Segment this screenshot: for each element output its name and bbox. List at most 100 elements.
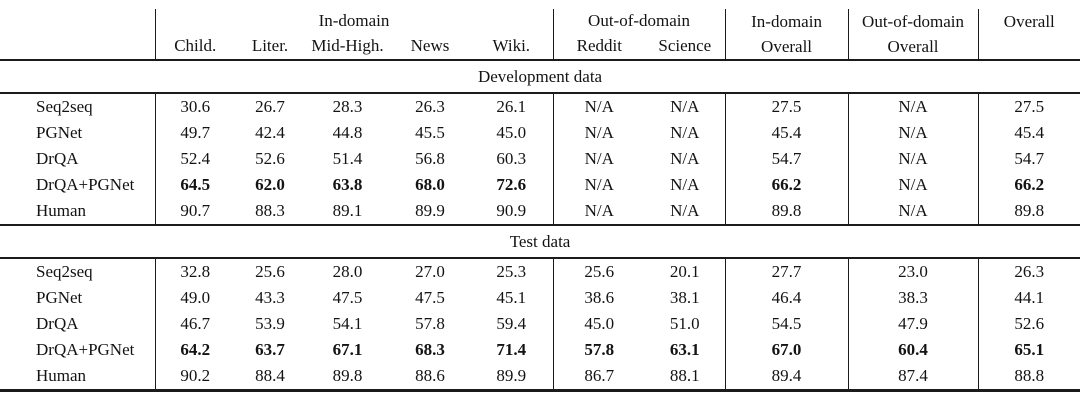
table-row: PGNet 49.7 42.4 44.8 45.5 45.0 N/A N/A 45.4 N/A 45… — [0, 120, 1080, 146]
value-cell: 57.8 — [584, 340, 615, 359]
value-cell: 90.2 — [180, 366, 211, 385]
value-cell: 88.4 — [255, 366, 285, 385]
model-column-header-empty — [0, 9, 156, 60]
value-cell: 64.5 — [180, 175, 211, 194]
value-cell: 25.3 — [470, 258, 554, 285]
value-cell: 52.6 — [255, 149, 285, 168]
model-label: Human — [0, 198, 156, 225]
value-cell: 38.3 — [848, 285, 979, 311]
table-row: Human 90.7 88.3 89.1 89.9 90.9 N/A N/A 89.8 N/A 89… — [0, 198, 1080, 225]
value-cell: 90.7 — [180, 201, 211, 220]
model-label: DrQA — [0, 311, 156, 337]
value-cell: 66.2 — [1014, 175, 1045, 194]
value-cell: 28.0 — [332, 262, 363, 281]
value-cell: N/A — [848, 172, 979, 198]
table-row: DrQA 46.7 53.9 54.1 57.8 59.4 45.0 51.0 54.5 47.9… — [0, 311, 1080, 337]
table-row: Seq2seq 32.8 25.6 28.0 27.0 25.3 25.6 20.1 27.7 2… — [0, 258, 1080, 285]
value-cell: 54.1 — [332, 314, 363, 333]
value-cell: 26.3 — [415, 97, 445, 116]
table-row: PGNet 49.0 43.3 47.5 47.5 45.1 38.6 38.1 46.4 38.… — [0, 285, 1080, 311]
group-header-out-of-domain: Out-of-domain — [553, 9, 726, 33]
model-label: DrQA+PGNet — [0, 172, 156, 198]
model-label: Seq2seq — [0, 93, 156, 120]
value-cell: 46.4 — [725, 285, 849, 311]
value-cell: N/A — [584, 97, 614, 116]
table-row: DrQA 52.4 52.6 51.4 56.8 60.3 N/A N/A 54.7 N/A 54.… — [0, 146, 1080, 172]
value-cell: 42.4 — [255, 123, 285, 142]
section-title: Test data — [0, 224, 1080, 259]
value-cell: 57.8 — [415, 314, 445, 333]
value-cell: 26.3 — [1014, 262, 1045, 281]
value-cell: 44.1 — [1014, 288, 1045, 307]
section-band-row: Development data — [0, 59, 1080, 94]
value-cell: 89.8 — [1014, 201, 1045, 220]
table-row: DrQA+PGNet 64.5 62.0 63.8 68.0 72.6 N/A N/A 66.2… — [0, 172, 1080, 198]
value-cell: 45.4 — [725, 120, 849, 146]
value-cell: N/A — [848, 198, 979, 225]
value-cell: 64.2 — [180, 340, 211, 359]
value-cell: 46.7 — [180, 314, 211, 333]
value-cell: N/A — [848, 120, 979, 146]
col-header-wiki: Wiki. — [470, 33, 554, 60]
value-cell: 54.5 — [725, 311, 849, 337]
col-header-science: Science — [645, 33, 726, 60]
value-cell: N/A — [645, 93, 726, 120]
value-cell: 26.7 — [255, 97, 285, 116]
results-table-body: Development data Seq2seq 30.6 26.7 28.3 26.3 2… — [0, 59, 1080, 391]
value-cell: 63.1 — [645, 337, 726, 363]
value-cell: 71.4 — [470, 337, 554, 363]
col-header-out-of-domain-overall: Out-of-domain Overall — [848, 9, 979, 60]
value-cell: 44.8 — [332, 123, 363, 142]
value-cell: 86.7 — [584, 366, 615, 385]
col-header-in-domain-overall: In-domain Overall — [725, 9, 849, 60]
value-cell: 53.9 — [255, 314, 285, 333]
col-header-mid-high: Mid-High. — [311, 36, 384, 55]
table-row: Human 90.2 88.4 89.8 88.6 89.9 86.7 88.1 89.4 87.… — [0, 363, 1080, 391]
value-cell: 26.1 — [470, 93, 554, 120]
section-band-row: Test data — [0, 224, 1080, 259]
header-group-row: In-domain Out-of-domain In-domain Overal… — [0, 9, 1080, 60]
value-cell: 90.9 — [470, 198, 554, 225]
value-cell: 27.5 — [1014, 97, 1045, 116]
col-header-liter: Liter. — [251, 36, 289, 55]
model-label: DrQA+PGNet — [0, 337, 156, 363]
value-cell: 63.8 — [332, 175, 363, 194]
value-cell: 52.6 — [1014, 314, 1045, 333]
value-cell: 65.1 — [1014, 340, 1045, 359]
value-cell: 62.0 — [255, 175, 285, 194]
value-cell: 89.9 — [470, 363, 554, 391]
table-header: In-domain Out-of-domain In-domain Overal… — [0, 9, 1080, 60]
value-cell: 59.4 — [470, 311, 554, 337]
value-cell: 89.1 — [332, 201, 363, 220]
value-cell: 51.0 — [645, 311, 726, 337]
value-cell: N/A — [645, 172, 726, 198]
value-cell: 45.1 — [470, 285, 554, 311]
section-title: Development data — [0, 59, 1080, 94]
model-label: DrQA — [0, 146, 156, 172]
value-cell: 52.4 — [180, 149, 211, 168]
table-row: DrQA+PGNet 64.2 63.7 67.1 68.3 71.4 57.8 63.1 67… — [0, 337, 1080, 363]
value-cell: 60.4 — [848, 337, 979, 363]
col-header-in-domain-overall-line1: In-domain — [751, 12, 822, 31]
header-columns-row: Child. Liter. Mid-High. News Wiki. Reddi… — [0, 33, 1080, 60]
col-header-out-of-domain-overall-line1: Out-of-domain — [862, 12, 965, 31]
value-cell: 28.3 — [332, 97, 363, 116]
value-cell: 88.6 — [415, 366, 445, 385]
value-cell: 60.3 — [470, 146, 554, 172]
value-cell: 27.5 — [725, 93, 849, 120]
value-cell: N/A — [645, 146, 726, 172]
value-cell: 72.6 — [470, 172, 554, 198]
value-cell: 45.4 — [1014, 123, 1045, 142]
value-cell: 49.0 — [180, 288, 211, 307]
col-header-news: News — [410, 36, 450, 55]
value-cell: 20.1 — [645, 258, 726, 285]
value-cell: 47.5 — [332, 288, 363, 307]
col-header-overall: Overall — [1003, 12, 1055, 31]
value-cell: 88.1 — [645, 363, 726, 391]
value-cell: 68.3 — [415, 340, 445, 359]
value-cell: N/A — [584, 175, 614, 194]
value-cell: 38.1 — [645, 285, 726, 311]
value-cell: 43.3 — [255, 288, 285, 307]
value-cell: N/A — [584, 201, 614, 220]
value-cell: 89.9 — [415, 201, 445, 220]
